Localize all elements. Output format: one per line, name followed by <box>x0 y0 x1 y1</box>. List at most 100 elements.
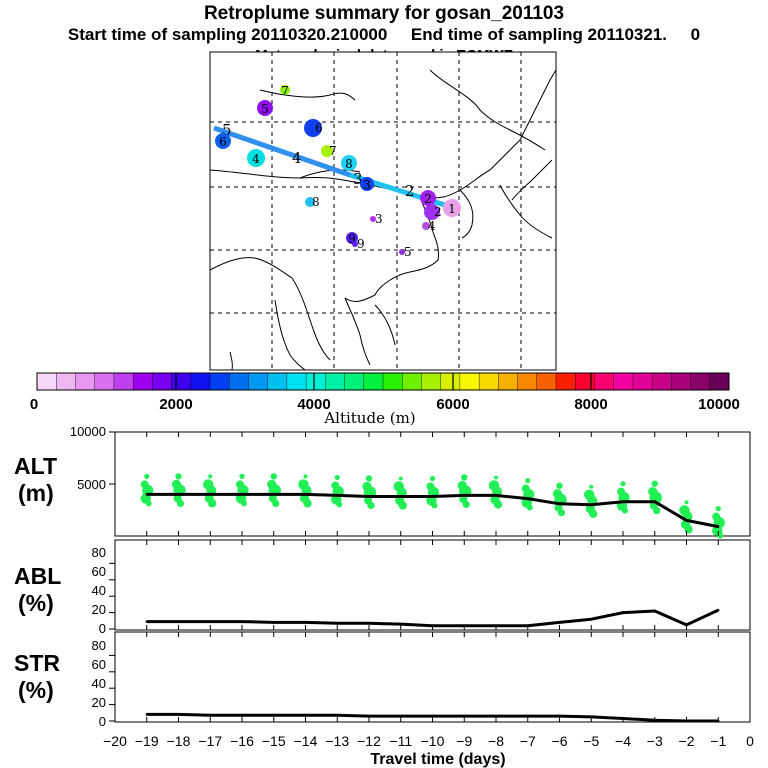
str-ytick-60: 60 <box>92 657 106 672</box>
cluster-dot-extra-2 <box>424 204 440 220</box>
cluster-label-8: 8 <box>345 157 353 171</box>
alt-scatter-dot <box>241 500 247 507</box>
colorbar-tick-10000: 10000 <box>698 396 740 413</box>
x-axis-label: Travel time (days) <box>370 751 505 768</box>
cluster-marker-extra-5: 5 <box>399 245 412 259</box>
str-point <box>272 714 275 717</box>
cluster-dot-3 <box>360 177 374 191</box>
colorbar-cell-13 <box>286 372 307 391</box>
cluster-label-1: 1 <box>448 202 456 216</box>
str-panel-frame <box>114 631 751 723</box>
alt-scatter-dot <box>272 499 280 507</box>
alt-scatter-dot <box>208 499 217 508</box>
map-frame <box>209 51 557 371</box>
colorbar-cell-23 <box>478 372 499 391</box>
colorbar-label: Altitude (m) <box>323 409 415 427</box>
x-tick-label: 0 <box>746 733 754 749</box>
colorbar-cell-34 <box>690 372 711 391</box>
colorbar-cell-25 <box>517 372 538 391</box>
colorbar-cell-35 <box>709 372 730 391</box>
alt-scatter-dot <box>653 507 661 515</box>
cluster-marker-extra-7: 7 <box>321 144 337 158</box>
str-point <box>494 714 498 718</box>
route-label-5: 5 <box>222 121 232 139</box>
cluster-marker-2: 2 <box>420 190 436 206</box>
colorbar-cell-6 <box>152 372 173 391</box>
cluster-label-extra-2: 2 <box>434 205 442 219</box>
alt-scatter-dot <box>556 482 563 489</box>
x-tick-label: −17 <box>198 733 222 749</box>
colorbar-tick-4000: 4000 <box>297 396 330 413</box>
x-tick-label: −11 <box>389 733 412 749</box>
alt-point <box>590 503 593 506</box>
x-tick-label: −4 <box>615 733 631 749</box>
cluster-dot-extra-3 <box>370 216 376 222</box>
colorbar-cell-14 <box>305 372 326 391</box>
str-y-ticks: 80 60 40 20 0 <box>92 638 106 729</box>
x-tick-label: −14 <box>294 733 318 749</box>
colorbar-cell-24 <box>498 372 519 391</box>
abl-point <box>240 620 244 623</box>
alt-scatter-dot <box>303 474 308 479</box>
str-point <box>240 714 244 717</box>
str-point <box>336 714 339 717</box>
colorbar-cell-17 <box>363 372 384 391</box>
colorbar-frame <box>36 372 730 391</box>
alt-point <box>621 500 625 503</box>
alt-point <box>399 495 402 498</box>
cluster-marker-6: 6 <box>215 133 231 149</box>
cluster-label-2: 2 <box>424 192 432 206</box>
cluster-label-extra-4: 4 <box>428 219 436 233</box>
colorbar-cell-9 <box>209 372 230 391</box>
cluster-marker-1: 1 <box>443 199 461 217</box>
colorbar-cell-7 <box>171 372 192 391</box>
cluster-label-extra-7: 7 <box>329 144 337 158</box>
alt-scatter-dot <box>176 499 185 507</box>
series-lines <box>109 492 720 723</box>
str-ytick-80: 80 <box>92 638 106 653</box>
str-unit: (%) <box>18 677 54 703</box>
colorbar-tick-8000: 8000 <box>574 396 607 413</box>
alt-scatter-dot <box>494 475 498 480</box>
alt-scatter-dot <box>429 475 436 482</box>
x-tick-label: −18 <box>167 733 191 749</box>
alt-scatter-dot <box>684 525 693 534</box>
alt-scatter-dot <box>270 473 277 480</box>
x-tick-label: −19 <box>135 733 159 749</box>
alt-scatter-dot <box>589 509 598 518</box>
str-label: STR <box>14 650 60 676</box>
alt-scatter-dot <box>525 477 531 484</box>
alt-scatter-dot <box>461 474 468 481</box>
alt-scatter-dot <box>398 501 407 510</box>
cluster-label-6: 6 <box>219 135 227 149</box>
alt-scatter-dot <box>684 500 689 505</box>
cluster-marker-8: 8 <box>341 155 357 171</box>
cluster-label-extra-5: 5 <box>404 245 412 259</box>
x-tick-label: −12 <box>357 733 381 749</box>
cluster-label-extra-8: 8 <box>312 195 320 209</box>
alt-scatter-dot <box>365 475 373 482</box>
cluster-dot-4 <box>247 149 265 167</box>
str-point <box>209 714 212 717</box>
str-point <box>145 713 148 716</box>
cluster-dot-5 <box>257 100 273 116</box>
str-point <box>304 714 307 717</box>
colorbar-tick-6000: 6000 <box>436 396 469 413</box>
chart-title: Retroplume summary for gosan_201103 <box>203 3 565 24</box>
alt-point <box>717 525 720 528</box>
alt-scatter-dot <box>493 500 503 509</box>
abl-point <box>367 622 371 625</box>
cluster-marker-extra-6: 6 <box>304 119 323 137</box>
alt-unit: (m) <box>18 480 54 506</box>
colorbar-cell-28 <box>575 372 595 391</box>
alt-point <box>367 495 371 498</box>
x-tick-label: −3 <box>647 733 663 749</box>
alt-scatter-dot <box>145 500 152 507</box>
x-tick-label: −1 <box>710 733 726 749</box>
x-tick-label: −2 <box>679 733 695 749</box>
cluster-label-9: 9 <box>348 232 356 246</box>
colorbar-cell-2 <box>75 372 96 391</box>
route-segment-west <box>213 125 351 178</box>
alt-point <box>240 493 244 496</box>
